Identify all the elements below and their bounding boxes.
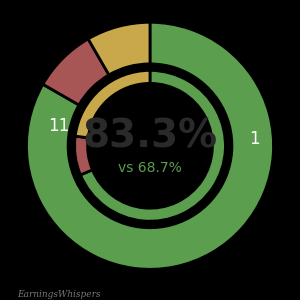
Text: EarningsWhispers: EarningsWhispers xyxy=(17,290,101,299)
Text: 1: 1 xyxy=(249,130,259,148)
Wedge shape xyxy=(43,39,109,105)
Wedge shape xyxy=(75,136,92,175)
Wedge shape xyxy=(75,70,150,138)
Text: 83.3%: 83.3% xyxy=(82,118,218,156)
Wedge shape xyxy=(80,70,225,221)
Text: vs 68.7%: vs 68.7% xyxy=(118,161,182,175)
Text: 11: 11 xyxy=(48,117,70,135)
Wedge shape xyxy=(26,22,274,269)
Wedge shape xyxy=(88,22,150,75)
